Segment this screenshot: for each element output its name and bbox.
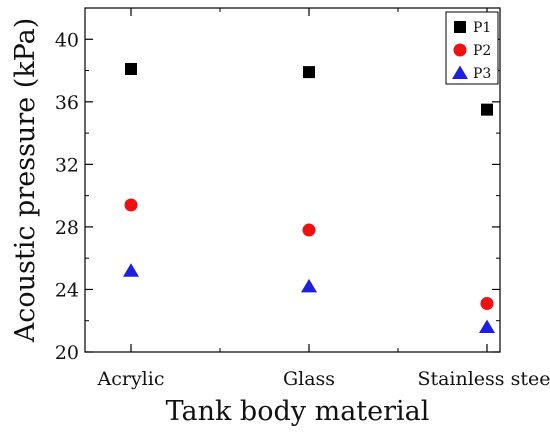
legend: P1 P2 P3 (445, 11, 499, 85)
y-tick-label: 24 (55, 279, 79, 301)
data-point-p2 (302, 223, 316, 237)
data-point-p3 (301, 278, 317, 293)
legend-label: P3 (473, 66, 491, 82)
data-point-p2 (480, 297, 494, 311)
x-tick-label: Acrylic (97, 368, 165, 390)
data-point-p2 (124, 198, 138, 212)
legend-marker-p2 (453, 43, 467, 57)
y-tick-label: 40 (55, 29, 79, 51)
y-tick-label: 20 (55, 342, 79, 364)
data-point-p3 (123, 263, 139, 277)
data-point-p3 (479, 319, 495, 333)
y-tick-label: 32 (55, 154, 79, 176)
legend-label: P2 (473, 43, 491, 59)
legend-marker-p1 (454, 21, 466, 33)
data-point-p1 (481, 103, 493, 116)
y-tick-label: 36 (55, 92, 79, 114)
x-tick-label: Stainless steel (417, 368, 550, 390)
y-axis-title: Acoustic pressure (kPa) (10, 18, 41, 344)
y-tick-label: 28 (55, 217, 79, 239)
data-point-p1 (125, 62, 137, 75)
plot-frame (84, 7, 501, 353)
legend-label: P1 (473, 20, 491, 36)
legend-marker-p3 (452, 65, 468, 79)
x-axis-title: Tank body material (166, 396, 430, 427)
data-point-p1 (303, 66, 315, 79)
x-tick-label: Glass (283, 368, 335, 390)
